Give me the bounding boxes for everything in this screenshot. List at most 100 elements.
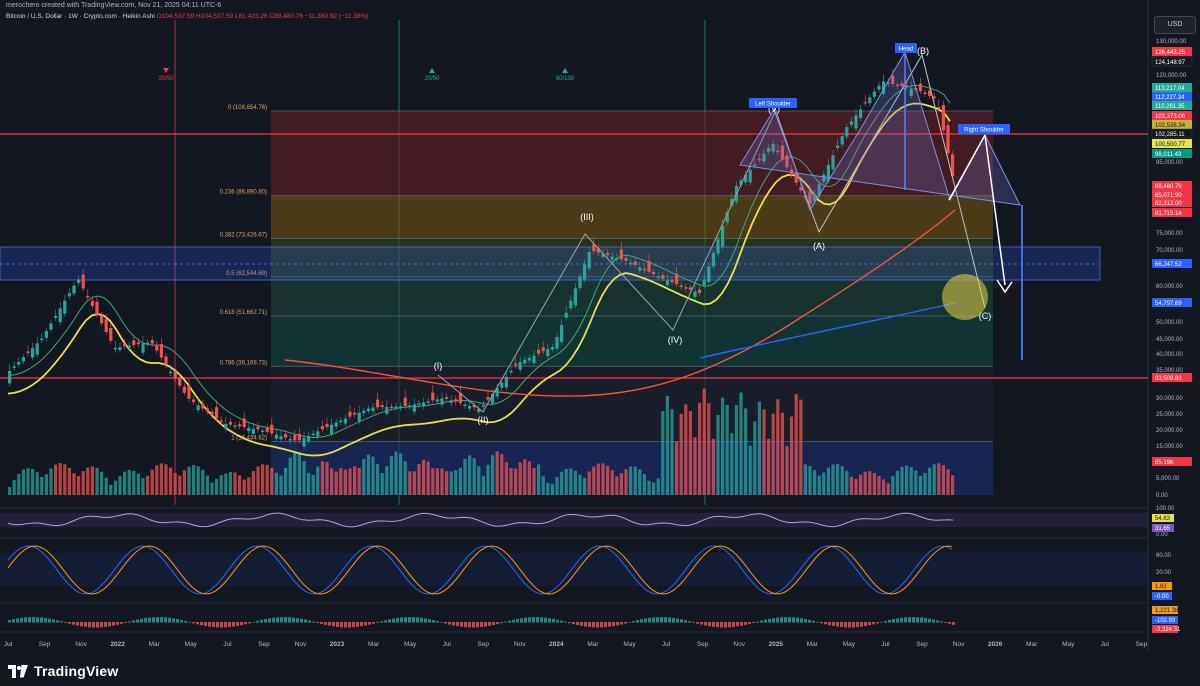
macd-bar xyxy=(844,622,847,628)
candle xyxy=(454,399,458,402)
macd-bar xyxy=(580,622,583,626)
volume-bar xyxy=(431,468,435,495)
price-label-2-tag xyxy=(1152,83,1192,92)
candle xyxy=(44,331,48,339)
volume-bar xyxy=(274,472,278,495)
candle xyxy=(882,81,886,94)
candle xyxy=(661,275,665,279)
volume-bar xyxy=(72,473,76,495)
tradingview-logo[interactable]: TradingView xyxy=(8,663,118,679)
volume-bar xyxy=(560,471,564,495)
volume-bar xyxy=(132,470,136,495)
macd-bar xyxy=(228,622,231,628)
y-tick-18: 0.00 xyxy=(1156,493,1168,499)
macd-bar xyxy=(916,617,919,623)
volume-bar xyxy=(445,471,449,495)
candle xyxy=(389,406,393,409)
volume-bar xyxy=(504,462,508,495)
price-label-3-tag xyxy=(1152,92,1192,101)
candle xyxy=(730,198,734,206)
macd-bar xyxy=(788,617,791,623)
candle xyxy=(748,169,752,183)
macd-bar xyxy=(756,621,759,623)
currency-button[interactable]: USD xyxy=(1154,16,1196,34)
candle xyxy=(169,371,173,374)
volume-bar xyxy=(256,466,260,495)
stoch-label-2-tag xyxy=(1152,592,1172,600)
macd-bar xyxy=(840,622,843,628)
price-label-13: 81,715.16 xyxy=(1155,211,1182,217)
macd-bar xyxy=(76,622,79,626)
macd-bar xyxy=(100,622,103,628)
price-label-8: 100,500.77 xyxy=(1155,142,1186,148)
price-label-5-tag xyxy=(1152,111,1192,120)
candle xyxy=(173,371,177,379)
fib-label: 0.786 (36,169.73) xyxy=(220,360,267,366)
macd-bar xyxy=(20,617,23,623)
volume-bar xyxy=(941,465,945,495)
macd-bar xyxy=(720,622,723,628)
volume-bar xyxy=(527,461,531,495)
macd-bar xyxy=(900,617,903,623)
macd-bar xyxy=(304,619,307,623)
macd-bar xyxy=(696,622,699,624)
macd-bar xyxy=(576,622,579,626)
macd-bar xyxy=(152,617,155,623)
macd-bar xyxy=(216,622,219,628)
candle xyxy=(822,174,826,182)
stoch-label-1: 1.82 xyxy=(1155,584,1167,590)
x-tick-2: Nov xyxy=(75,641,87,648)
macd-bar xyxy=(676,618,679,623)
rsi-tick-0: 0.00 xyxy=(1156,532,1168,538)
macd-bar xyxy=(688,621,691,623)
macd-bar xyxy=(404,617,407,623)
support-zone xyxy=(0,246,1101,281)
price-label-3: 112,227.34 xyxy=(1155,95,1185,101)
right-shoulder-label: Right Shoulder xyxy=(964,128,1004,134)
candle xyxy=(58,308,62,323)
macd-bar xyxy=(296,618,299,623)
price-label-16-tag xyxy=(1152,373,1192,382)
footer-bar: TradingView xyxy=(0,652,1200,686)
macd-bar xyxy=(540,617,543,623)
candle xyxy=(854,115,858,129)
volume-bar xyxy=(187,466,191,495)
macd-bar xyxy=(52,619,55,623)
candle xyxy=(210,411,214,415)
rsi-tick-100: 100.00 xyxy=(1156,506,1175,512)
volume-bar xyxy=(794,394,798,495)
price-label-9: 98,011.43 xyxy=(1155,152,1182,158)
macd-bar xyxy=(384,620,387,623)
macd-bar xyxy=(164,617,167,623)
volume-bar xyxy=(233,472,237,495)
macd-bar xyxy=(632,621,635,623)
macd-bar xyxy=(12,619,15,623)
candle xyxy=(343,418,347,424)
macd-bar xyxy=(388,619,391,623)
macd-bar xyxy=(484,622,487,627)
volume-bar xyxy=(95,467,99,495)
volume-bar xyxy=(546,482,550,495)
volume-bar xyxy=(569,468,573,495)
candle xyxy=(136,342,140,345)
macd-bar xyxy=(276,617,279,623)
macd-bar xyxy=(708,622,711,627)
candle xyxy=(435,399,439,402)
macd-bar xyxy=(928,618,931,623)
volume-bar xyxy=(228,471,232,495)
wave-label-3: (IV) xyxy=(668,335,683,345)
macd-bar xyxy=(920,617,923,623)
macd-bar xyxy=(232,622,235,627)
candle xyxy=(684,287,688,289)
candle xyxy=(872,91,876,97)
volume-bar xyxy=(771,413,775,495)
macd-bar xyxy=(612,622,615,627)
candle xyxy=(228,421,232,425)
candle xyxy=(72,285,76,294)
macd-bar xyxy=(520,618,523,623)
volume-bar xyxy=(472,458,476,495)
candle xyxy=(675,273,679,285)
macd-bar xyxy=(620,622,623,625)
macd-bar xyxy=(128,621,131,623)
candle xyxy=(647,260,651,272)
